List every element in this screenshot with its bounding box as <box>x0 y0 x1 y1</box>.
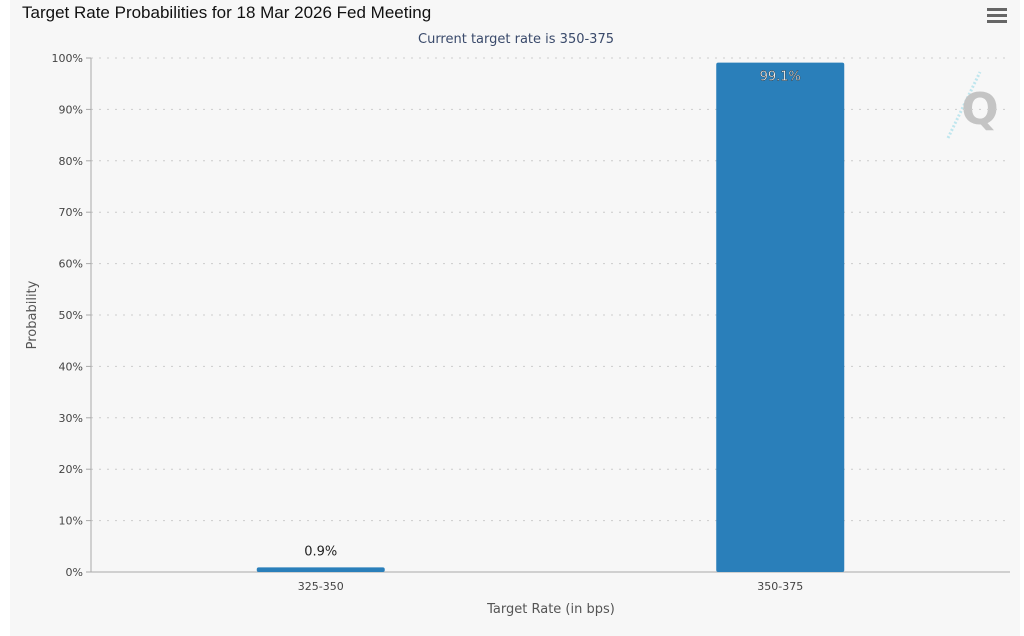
hamburger-menu-icon[interactable] <box>987 8 1007 24</box>
data-label: 0.9% <box>304 544 337 559</box>
y-tick-label: 50% <box>59 309 83 322</box>
y-tick-label: 10% <box>59 515 83 528</box>
watermark-logo: Q <box>946 71 999 139</box>
chart-title: Target Rate Probabilities for 18 Mar 202… <box>22 3 432 22</box>
data-label: 99.1% <box>760 70 801 85</box>
y-tick-label: 30% <box>59 412 83 425</box>
y-tick-label: 60% <box>59 258 83 271</box>
y-tick-label: 0% <box>66 566 83 579</box>
x-tick-label: 325-350 <box>298 580 344 593</box>
y-tick-label: 40% <box>59 360 83 373</box>
y-tick-label: 70% <box>59 206 83 219</box>
y-tick-label: 20% <box>59 463 83 476</box>
y-tick-label: 100% <box>52 52 83 65</box>
x-tick-label: 350-375 <box>757 580 803 593</box>
y-axis-title: Probability <box>25 280 40 349</box>
y-tick-label: 90% <box>59 103 83 116</box>
x-axis-title: Target Rate (in bps) <box>486 602 615 617</box>
chart-panel <box>10 0 1020 636</box>
bar-325-350 <box>256 567 385 572</box>
y-tick-label: 80% <box>59 155 83 168</box>
bar-350-375 <box>716 62 845 572</box>
chart-subtitle: Current target rate is 350-375 <box>418 32 614 47</box>
